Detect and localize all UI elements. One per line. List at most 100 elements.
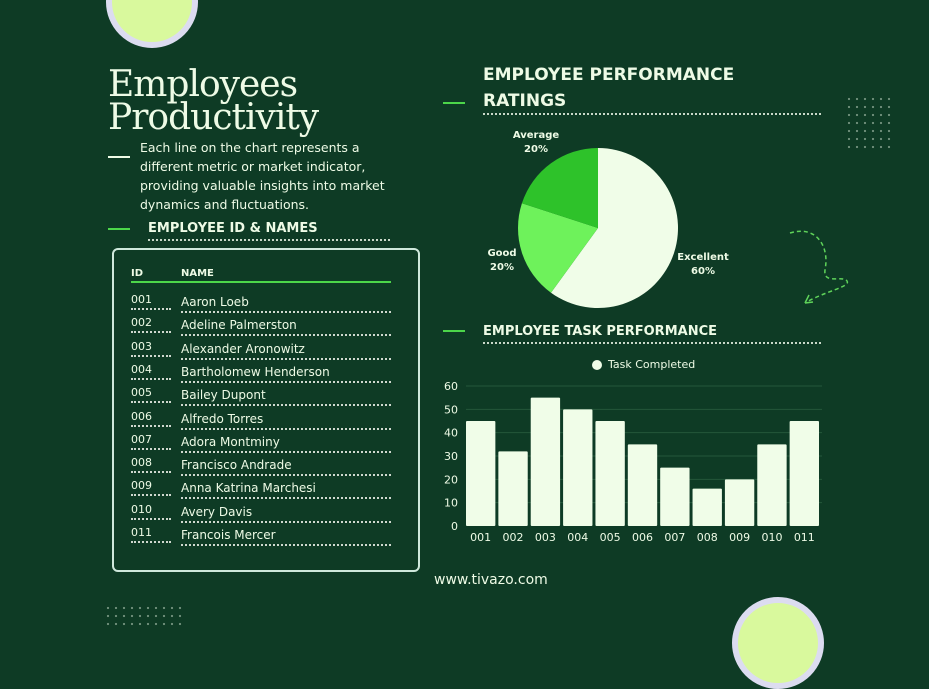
page-title: Employees Productivity (108, 64, 319, 138)
employee-id: 011 (131, 526, 171, 543)
pie-label-text: Excellent (677, 252, 729, 263)
employee-id: 005 (131, 386, 171, 404)
employee-name: Bailey Dupont (181, 388, 391, 407)
employee-section-heading: EMPLOYEE ID & NAMES (148, 221, 390, 241)
bar-009 (724, 479, 755, 526)
description: Each line on the chart represents a diff… (140, 140, 385, 212)
table-row: 005 Bailey Dupont (131, 386, 391, 407)
divider (443, 102, 465, 104)
decor-circle-bottom (732, 597, 824, 689)
divider (443, 330, 465, 332)
table-row: 001 Aaron Loeb (131, 293, 391, 313)
employee-name: Bartholomew Henderson (181, 365, 391, 383)
employee-name: Adeline Palmerston (181, 318, 391, 337)
pie-chart-title: EMPLOYEE PERFORMANCE RATINGS (483, 65, 735, 111)
table-row: 003 Alexander Aronowitz (131, 340, 391, 360)
bar-001 (466, 421, 496, 526)
column-header-name: NAME (181, 268, 214, 279)
bar-008 (692, 488, 722, 526)
x-tick-label: 002 (503, 531, 524, 544)
pie-label-pct: 60% (691, 266, 715, 277)
employee-id: 002 (131, 316, 171, 334)
table-row: 007 Adora Montminy (131, 433, 391, 453)
employee-name: Aaron Loeb (181, 295, 391, 313)
pie-slice-average (521, 148, 598, 228)
legend-label: Task Completed (608, 358, 696, 371)
bar-chart-title: EMPLOYEE TASK PERFORMANCE (483, 324, 821, 344)
y-tick-label: 40 (444, 427, 458, 440)
bar-003 (530, 397, 561, 526)
column-header-id: ID (131, 268, 144, 279)
employee-name: Anna Katrina Marchesi (181, 481, 391, 500)
employee-id: 009 (131, 479, 171, 497)
x-tick-label: 006 (632, 531, 653, 544)
employee-id: 004 (131, 363, 171, 380)
table-row: 010 Avery Davis (131, 503, 391, 523)
x-tick-label: 007 (664, 531, 685, 544)
divider (483, 113, 821, 115)
bar-011 (789, 421, 819, 526)
title-line-2: Productivity (108, 97, 319, 138)
y-tick-label: 30 (444, 450, 458, 463)
employee-name: Alexander Aronowitz (181, 342, 391, 360)
pie-label-average: Average 20% (508, 129, 564, 157)
divider (108, 228, 130, 230)
pie-label-excellent: Excellent 60% (672, 251, 734, 279)
legend: Task Completed (592, 358, 695, 371)
title-line-1: Employees (108, 64, 298, 105)
employee-id: 003 (131, 340, 171, 357)
employee-id: 006 (131, 410, 171, 427)
table-row: 002 Adeline Palmerston (131, 316, 391, 337)
pie-label-text: Average (512, 130, 560, 141)
header-divider (131, 281, 391, 283)
x-tick-label: 008 (697, 531, 718, 544)
y-tick-label: 50 (444, 403, 458, 416)
divider (108, 156, 130, 158)
x-tick-label: 001 (470, 531, 491, 544)
x-tick-label: 009 (729, 531, 750, 544)
x-tick-label: 004 (567, 531, 588, 544)
curly-arrow-icon (789, 230, 848, 304)
table-row: 008 Francisco Andrade (131, 456, 391, 477)
employee-name: Alfredo Torres (181, 412, 391, 430)
employee-id: 001 (131, 293, 171, 310)
employee-name: Francisco Andrade (181, 458, 391, 477)
employee-id: 010 (131, 503, 171, 520)
pie-label-pct: 20% (490, 262, 514, 273)
pie-slice-excellent (550, 148, 678, 308)
employee-id: 007 (131, 433, 171, 450)
employee-name: Adora Montminy (181, 435, 391, 453)
employee-name: Avery Davis (181, 505, 391, 523)
bar-002 (498, 451, 528, 526)
legend-marker-icon (592, 359, 602, 370)
employee-table (112, 248, 420, 572)
table-row: 009 Anna Katrina Marchesi (131, 479, 391, 500)
pie-chart (518, 148, 678, 308)
employee-name: Francois Mercer (181, 528, 391, 546)
employee-id: 008 (131, 456, 171, 474)
bar-005 (595, 421, 625, 526)
decor-circle-top (106, 0, 198, 48)
x-tick-label: 005 (600, 531, 621, 544)
table-row: 011 Francois Mercer (131, 526, 391, 546)
x-tick-label: 003 (535, 531, 556, 544)
decor-dots (104, 604, 186, 630)
pie-label-good: Good 20% (480, 247, 524, 275)
table-row: 004 Bartholomew Henderson (131, 363, 391, 383)
x-tick-label: 011 (794, 531, 815, 544)
bar-007 (660, 467, 690, 526)
bar-004 (563, 409, 593, 526)
table-row: 006 Alfredo Torres (131, 410, 391, 430)
footer-url[interactable]: www.tivazo.com (434, 572, 548, 588)
pie-slice-good (518, 203, 598, 293)
y-tick-label: 0 (451, 520, 458, 533)
pie-label-pct: 20% (524, 144, 548, 155)
pie-label-text: Good (487, 248, 517, 259)
y-tick-label: 20 (444, 473, 458, 486)
y-tick-label: 10 (444, 497, 458, 510)
bar-006 (627, 444, 658, 526)
y-tick-label: 60 (444, 380, 458, 393)
bar-010 (757, 444, 787, 526)
x-tick-label: 010 (761, 531, 782, 544)
